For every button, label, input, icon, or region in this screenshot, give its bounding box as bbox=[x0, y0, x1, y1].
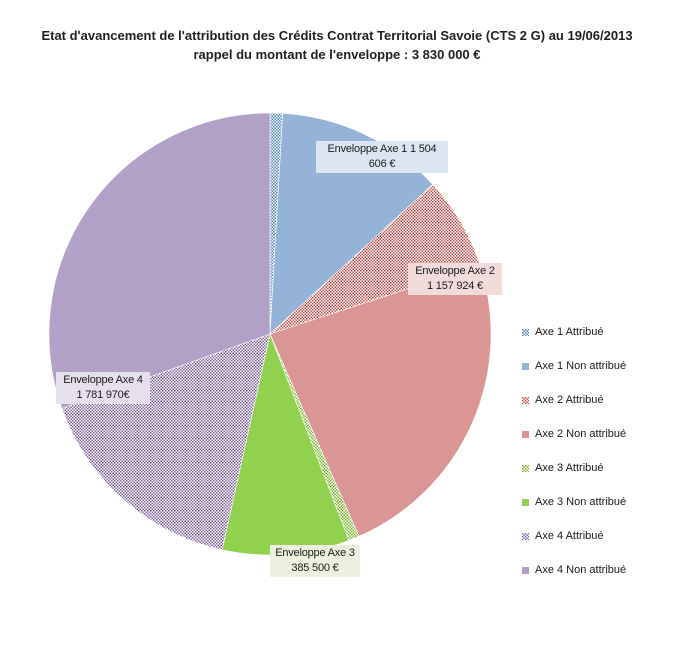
legend-label: Axe 4 Non attribué bbox=[535, 564, 627, 576]
chart-title-line-1: Etat d'avancement de l'attribution des C… bbox=[41, 28, 633, 43]
legend-label: Axe 4 Attribué bbox=[535, 530, 604, 542]
legend-swatch bbox=[522, 499, 529, 506]
envelope-label-axe-3: Enveloppe Axe 3 385 500 € bbox=[270, 545, 360, 577]
envelope-amount: 1 504 606 € bbox=[368, 143, 437, 170]
legend-swatch bbox=[522, 363, 529, 370]
envelope-label-axe-4: Enveloppe Axe 4 1 781 970€ bbox=[56, 372, 150, 404]
legend-swatch bbox=[522, 397, 529, 404]
envelope-label-axe-1: Enveloppe Axe 1 1 504 606 € bbox=[316, 141, 448, 173]
legend-swatch bbox=[522, 567, 529, 574]
envelope-name: Enveloppe Axe 2 bbox=[415, 265, 495, 277]
chart-title: Etat d'avancement de l'attribution des C… bbox=[0, 26, 674, 64]
envelope-name: Enveloppe Axe 3 bbox=[275, 547, 355, 559]
legend-label: Axe 2 Attribué bbox=[535, 394, 604, 406]
legend-item: Axe 1 Attribué bbox=[522, 325, 626, 359]
legend-item: Axe 2 Attribué bbox=[522, 393, 626, 427]
envelope-label-axe-2: Enveloppe Axe 2 1 157 924 € bbox=[408, 263, 502, 295]
pie-slice-axe-4-non-attribu- bbox=[48, 112, 271, 409]
legend-swatch bbox=[522, 465, 529, 472]
pie-slice-axe-2-non-attribu- bbox=[269, 264, 492, 537]
legend-item: Axe 3 Attribué bbox=[522, 461, 626, 495]
legend-label: Axe 1 Attribué bbox=[535, 326, 604, 338]
legend-item: Axe 4 Attribué bbox=[522, 529, 626, 563]
legend-item: Axe 1 Non attribué bbox=[522, 359, 626, 393]
envelope-name: Enveloppe Axe 1 bbox=[327, 143, 408, 155]
legend-label: Axe 2 Non attribué bbox=[535, 428, 627, 440]
legend-item: Axe 4 Non attribué bbox=[522, 563, 626, 597]
pie-slice-axe-4-attribu- bbox=[61, 333, 271, 551]
envelope-amount: 1 781 970€ bbox=[76, 389, 130, 401]
legend-label: Axe 3 Non attribué bbox=[535, 496, 627, 508]
chart-legend: Axe 1 Attribué Axe 1 Non attribué Axe 2 At… bbox=[522, 325, 626, 597]
legend-label: Axe 3 Attribué bbox=[535, 462, 604, 474]
legend-swatch bbox=[522, 431, 529, 438]
legend-swatch bbox=[522, 329, 529, 336]
legend-label: Axe 1 Non attribué bbox=[535, 360, 627, 372]
legend-item: Axe 2 Non attribué bbox=[522, 427, 626, 461]
envelope-amount: 385 500 € bbox=[291, 562, 339, 574]
legend-item: Axe 3 Non attribué bbox=[522, 495, 626, 529]
envelope-name: Enveloppe Axe 4 bbox=[63, 374, 143, 386]
chart-title-line-2: rappel du montant de l'enveloppe : 3 830… bbox=[193, 47, 481, 62]
envelope-amount: 1 157 924 € bbox=[427, 280, 483, 292]
legend-swatch bbox=[522, 533, 529, 540]
